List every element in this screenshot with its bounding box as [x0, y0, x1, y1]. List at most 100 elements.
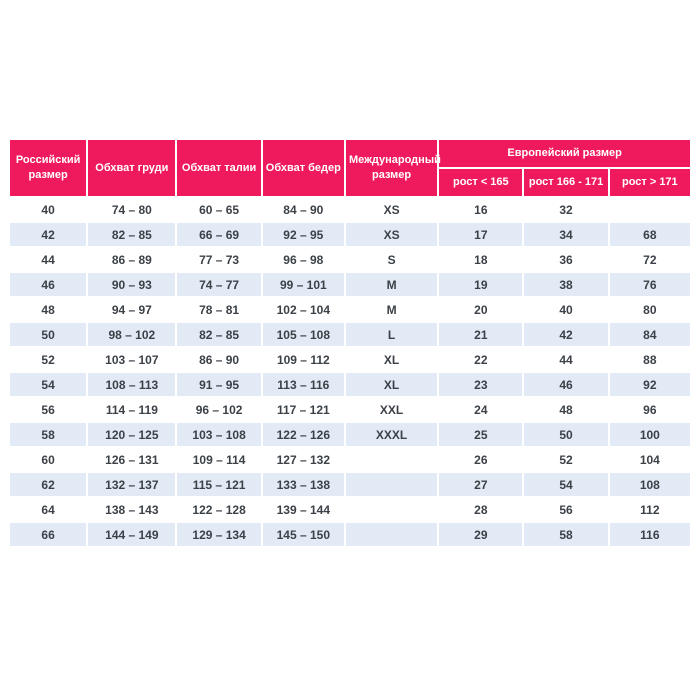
- table-row: 54 108 – 113 91 – 95 113 – 116 XL 23 46 92: [10, 373, 690, 396]
- table-cell: 98 – 102: [88, 323, 176, 346]
- table-cell: 113 – 116: [262, 373, 344, 396]
- table-cell: 25: [439, 423, 523, 446]
- table-row: 46 90 – 93 74 – 77 99 – 101 M 19 38 76: [10, 273, 690, 296]
- table-cell: 48: [10, 298, 87, 321]
- table-cell: XL: [345, 373, 438, 396]
- table-cell: 16: [439, 198, 523, 221]
- header-international-size: Международный размер: [345, 140, 441, 196]
- table-cell: 50: [524, 423, 608, 446]
- table-cell: L: [345, 323, 438, 346]
- table-row: 44 86 – 89 77 – 73 96 – 98 S 18 36 72: [10, 248, 690, 271]
- table-row: 42 82 – 85 66 – 69 92 – 95 XS 17 34 68: [10, 223, 690, 246]
- header-hips: Обхват бедер: [262, 140, 344, 196]
- header-height-lt-165: рост < 165: [439, 169, 523, 196]
- table-cell: XXL: [345, 398, 438, 421]
- table-cell: 72: [609, 248, 690, 271]
- table-cell: 77 – 73: [177, 248, 261, 271]
- table-cell: 127 – 132: [262, 448, 344, 471]
- table-cell: 40: [10, 198, 87, 221]
- table-row: 60 126 – 131 109 – 114 127 – 132 26 52 104: [10, 448, 690, 471]
- table-row: 62 132 – 137 115 – 121 133 – 138 27 54 108: [10, 473, 690, 496]
- table-cell: 52: [524, 448, 608, 471]
- table-cell: 126 – 131: [88, 448, 176, 471]
- table-cell: 109 – 112: [262, 348, 344, 371]
- table-cell: 29: [439, 523, 523, 546]
- size-table-header: Российский размер Обхват груди Обхват та…: [10, 140, 690, 196]
- table-cell: 78 – 81: [177, 298, 261, 321]
- table-cell: 64: [10, 498, 87, 521]
- table-cell: 34: [524, 223, 608, 246]
- table-cell: 100: [609, 423, 690, 446]
- table-cell: 66 – 69: [177, 223, 261, 246]
- table-cell: M: [345, 273, 438, 296]
- size-table-body: 40 74 – 80 60 – 65 84 – 90 XS 16 32 42 82 – 85 66…: [10, 198, 690, 546]
- table-cell: 122 – 128: [177, 498, 261, 521]
- table-cell: M: [345, 298, 438, 321]
- table-cell: 90 – 93: [88, 273, 176, 296]
- table-cell: 17: [439, 223, 523, 246]
- table-cell: 116: [609, 523, 690, 546]
- table-cell: 94 – 97: [88, 298, 176, 321]
- table-cell: 132 – 137: [88, 473, 176, 496]
- table-cell: 66: [10, 523, 87, 546]
- table-cell: [609, 198, 690, 221]
- table-cell: 32: [524, 198, 608, 221]
- table-row: 40 74 – 80 60 – 65 84 – 90 XS 16 32: [10, 198, 690, 221]
- table-cell: 40: [524, 298, 608, 321]
- table-cell: 115 – 121: [177, 473, 261, 496]
- table-cell: XS: [345, 223, 438, 246]
- table-row: 50 98 – 102 82 – 85 105 – 108 L 21 42 84: [10, 323, 690, 346]
- table-cell: 112: [609, 498, 690, 521]
- table-cell: 122 – 126: [262, 423, 344, 446]
- table-row: 58 120 – 125 103 – 108 122 – 126 XXXL 25 50 100: [10, 423, 690, 446]
- table-cell: 103 – 107: [88, 348, 176, 371]
- table-cell: 54: [10, 373, 87, 396]
- table-cell: 82 – 85: [88, 223, 176, 246]
- table-cell: [345, 523, 438, 546]
- table-cell: 46: [524, 373, 608, 396]
- table-cell: XXXL: [345, 423, 438, 446]
- table-cell: [345, 473, 438, 496]
- table-cell: 68: [609, 223, 690, 246]
- table-cell: 80: [609, 298, 690, 321]
- table-cell: 46: [10, 273, 87, 296]
- table-cell: 18: [439, 248, 523, 271]
- table-cell: XL: [345, 348, 438, 371]
- table-cell: 144 – 149: [88, 523, 176, 546]
- table-cell: 38: [524, 273, 608, 296]
- table-cell: 42: [524, 323, 608, 346]
- table-cell: 50: [10, 323, 87, 346]
- header-european-size: Европейский размер: [439, 140, 690, 167]
- table-cell: 52: [10, 348, 87, 371]
- table-cell: 86 – 90: [177, 348, 261, 371]
- table-cell: 105 – 108: [262, 323, 344, 346]
- table-cell: 99 – 101: [262, 273, 344, 296]
- table-cell: 114 – 119: [88, 398, 176, 421]
- header-waist: Обхват талии: [177, 140, 261, 196]
- table-cell: 74 – 80: [88, 198, 176, 221]
- table-cell: 129 – 134: [177, 523, 261, 546]
- table-cell: 44: [524, 348, 608, 371]
- table-cell: 76: [609, 273, 690, 296]
- table-cell: 62: [10, 473, 87, 496]
- table-cell: 42: [10, 223, 87, 246]
- header-chest: Обхват груди: [88, 140, 176, 196]
- table-cell: 108 – 113: [88, 373, 176, 396]
- table-row: 56 114 – 119 96 – 102 117 – 121 XXL 24 48 96: [10, 398, 690, 421]
- table-cell: 92 – 95: [262, 223, 344, 246]
- table-cell: 74 – 77: [177, 273, 261, 296]
- table-cell: 96 – 102: [177, 398, 261, 421]
- table-cell: 26: [439, 448, 523, 471]
- table-cell: 23: [439, 373, 523, 396]
- header-height-166-171: рост 166 - 171: [524, 169, 608, 196]
- table-row: 64 138 – 143 122 – 128 139 – 144 28 56 112: [10, 498, 690, 521]
- table-cell: 82 – 85: [177, 323, 261, 346]
- table-cell: 88: [609, 348, 690, 371]
- table-cell: 91 – 95: [177, 373, 261, 396]
- table-cell: 44: [10, 248, 87, 271]
- table-cell: 139 – 144: [262, 498, 344, 521]
- table-cell: 56: [10, 398, 87, 421]
- table-cell: 117 – 121: [262, 398, 344, 421]
- table-cell: 48: [524, 398, 608, 421]
- table-cell: 58: [524, 523, 608, 546]
